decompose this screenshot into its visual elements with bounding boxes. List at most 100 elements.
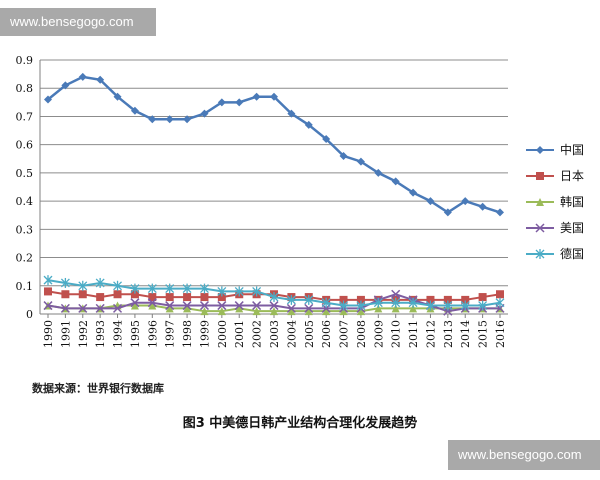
data-point [252,286,262,297]
data-point [270,92,278,101]
data-point [200,283,209,294]
data-point [43,301,53,311]
x-tick-label: 1993 [94,320,107,348]
data-point [130,290,139,299]
x-tick-label: 1995 [129,320,142,348]
x-tick-label: 1999 [198,320,211,348]
x-tick-label: 2006 [320,320,333,348]
legend-marker [535,223,545,233]
data-point [286,303,296,313]
data-point [165,283,175,294]
figure-caption: 图3 中美德日韩产业结构合理化发展趋势 [182,416,418,431]
x-tick-label: 2005 [303,320,316,348]
data-point [426,300,435,311]
data-point [61,290,70,299]
x-tick-label: 2011 [407,320,420,348]
x-tick-label: 1997 [164,320,177,348]
y-tick-label: 0.7 [16,110,34,123]
data-point [373,297,383,308]
data-point [496,208,504,217]
x-tick-label: 2007 [338,320,351,348]
legend-label: 美国 [560,221,584,235]
data-point [165,301,175,311]
legend-label: 日本 [560,169,584,183]
x-tick-label: 1992 [77,320,90,348]
x-axis: 1990 1991 1992 1993 1994 1995 1996 1997 1998 1999… [42,314,507,348]
data-point [356,300,366,311]
data-point [183,304,192,313]
watermark-top: www.bensegogo.com [0,8,156,36]
data-point [234,286,244,297]
legend-item: 日本 [526,169,584,183]
y-tick-label: 0.1 [16,280,34,293]
y-tick-label: 0.6 [16,139,34,152]
series-group [43,72,505,316]
series-4 [43,275,505,311]
legend-label: 韩国 [560,194,584,209]
x-tick-label: 2013 [442,320,455,348]
legend-marker [536,146,544,154]
legend-label: 德国 [560,246,584,261]
x-tick-label: 2012 [424,320,437,348]
data-point [78,290,87,299]
data-point [356,295,365,304]
data-point [409,188,418,197]
data-point [252,307,261,316]
legend-item: 韩国 [526,194,584,209]
data-point [304,120,313,129]
data-point [443,300,453,311]
data-point [96,75,105,84]
legend-item: 中国 [526,142,584,157]
x-tick-label: 2003 [268,320,281,348]
data-point [322,135,331,144]
x-tick-label: 2000 [216,320,229,348]
data-point [478,300,488,311]
data-point [217,98,226,107]
data-point [217,293,226,302]
data-point [461,295,470,304]
data-point [78,72,87,81]
y-tick-label: 0.4 [16,195,34,208]
data-point [321,297,331,308]
data-point [199,301,209,311]
data-point [287,307,296,316]
data-point [96,293,105,302]
x-tick-label: 2014 [459,320,472,348]
data-point [339,307,348,316]
y-tick-label: 0.3 [16,223,34,236]
data-point [409,304,418,313]
data-point [61,81,70,90]
data-point [113,290,122,299]
data-point [322,307,331,316]
data-point [234,301,244,311]
data-point [165,115,174,124]
data-point [235,304,244,313]
data-point [183,293,192,302]
data-point [200,307,209,316]
data-point [44,287,52,296]
source-note: 数据来源：世界银行数据库 [32,382,164,395]
x-tick-label: 2016 [494,320,507,348]
data-point [60,277,70,288]
data-point [147,298,157,308]
data-point [374,168,383,177]
data-point [95,277,105,288]
data-point [408,297,418,308]
data-point [252,92,261,101]
data-point [391,177,400,186]
data-point [339,295,348,304]
data-point [235,98,244,107]
data-point [478,202,487,211]
y-tick-label: 0.5 [16,167,34,180]
data-point [443,208,452,217]
data-point [426,197,435,206]
data-point [44,95,52,104]
data-point [147,283,157,294]
x-tick-label: 1991 [59,320,72,348]
legend-marker [536,172,544,180]
data-point [269,301,279,311]
data-point [304,307,313,316]
data-point [356,157,365,166]
data-point [270,307,278,316]
